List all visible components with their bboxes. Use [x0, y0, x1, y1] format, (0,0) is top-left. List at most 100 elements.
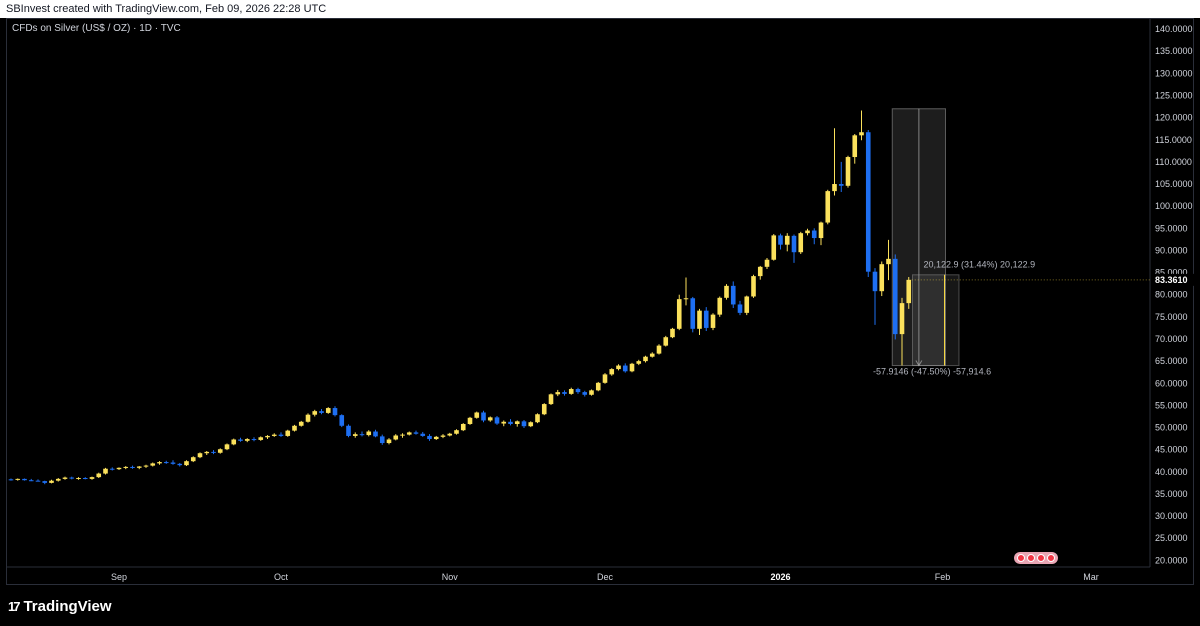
candle-body[interactable]	[447, 433, 453, 436]
candle-body[interactable]	[96, 473, 102, 478]
candle-body[interactable]	[663, 337, 669, 346]
candle-body[interactable]	[76, 478, 81, 480]
candle-body[interactable]	[298, 421, 304, 426]
candle-body[interactable]	[535, 414, 540, 423]
candle-body[interactable]	[28, 480, 34, 482]
candle-body[interactable]	[852, 135, 858, 158]
candle-body[interactable]	[366, 431, 372, 436]
candle-body[interactable]	[744, 296, 750, 313]
candle-body[interactable]	[325, 408, 331, 413]
candle-body[interactable]	[730, 285, 736, 305]
candle-body[interactable]	[690, 298, 696, 329]
candle-body[interactable]	[332, 408, 338, 416]
candle-body[interactable]	[508, 421, 513, 424]
candle-body[interactable]	[757, 266, 763, 277]
candle-body[interactable]	[136, 466, 142, 468]
candle-body[interactable]	[454, 430, 459, 434]
candle-body[interactable]	[676, 299, 682, 329]
candle-body[interactable]	[791, 235, 797, 253]
candle-body[interactable]	[487, 417, 493, 421]
candle-body[interactable]	[42, 481, 48, 483]
candle-body[interactable]	[8, 479, 14, 481]
candle-body[interactable]	[69, 477, 75, 479]
candle-body[interactable]	[49, 480, 54, 483]
candle-body[interactable]	[251, 439, 257, 441]
candle-body[interactable]	[501, 421, 507, 424]
candle-body[interactable]	[420, 433, 426, 436]
candle-body[interactable]	[541, 404, 547, 415]
candle-body[interactable]	[373, 431, 378, 437]
candle-body[interactable]	[15, 478, 21, 480]
candle-body[interactable]	[22, 478, 27, 481]
candle-body[interactable]	[825, 191, 831, 223]
candle-body[interactable]	[238, 439, 243, 441]
candle-body[interactable]	[319, 411, 324, 413]
candle-body[interactable]	[481, 412, 486, 421]
candle-body[interactable]	[339, 415, 345, 426]
candle-body[interactable]	[865, 132, 871, 272]
candle-body[interactable]	[899, 303, 905, 335]
candle-body[interactable]	[838, 184, 844, 186]
measure-rebound-box[interactable]	[912, 274, 960, 367]
candle-body[interactable]	[440, 435, 446, 437]
candle-body[interactable]	[150, 463, 156, 466]
candle-body[interactable]	[636, 361, 642, 364]
candle-body[interactable]	[589, 390, 594, 395]
candle-body[interactable]	[616, 365, 621, 370]
candle-body[interactable]	[568, 389, 574, 394]
candle-body[interactable]	[494, 417, 500, 424]
candle-body[interactable]	[224, 444, 230, 450]
candle-body[interactable]	[265, 435, 270, 438]
candle-body[interactable]	[413, 432, 419, 434]
candle-body[interactable]	[82, 478, 88, 480]
candle-body[interactable]	[217, 449, 223, 453]
candle-body[interactable]	[352, 434, 358, 436]
candle-body[interactable]	[467, 417, 473, 424]
candle-body[interactable]	[109, 468, 115, 470]
candle-body[interactable]	[359, 434, 365, 436]
candle-body[interactable]	[386, 439, 392, 444]
candle-body[interactable]	[582, 392, 588, 395]
candle-body[interactable]	[433, 436, 439, 440]
candle-body[interactable]	[697, 310, 702, 329]
candle-body[interactable]	[528, 422, 534, 427]
candle-body[interactable]	[710, 314, 716, 328]
candle-body[interactable]	[460, 423, 466, 431]
candle-body[interactable]	[703, 310, 709, 328]
candle-body[interactable]	[629, 363, 635, 372]
candle-body[interactable]	[859, 132, 864, 136]
symbol-legend[interactable]: CFDs on Silver (US$ / OZ) · 1D · TVC	[12, 23, 181, 34]
candle-body[interactable]	[271, 434, 277, 436]
candle-body[interactable]	[143, 465, 149, 467]
candle-body[interactable]	[514, 421, 520, 424]
candle-body[interactable]	[811, 230, 817, 239]
candle-body[interactable]	[906, 279, 912, 304]
candle-body[interactable]	[62, 477, 68, 479]
candle-body[interactable]	[190, 457, 196, 462]
candle-body[interactable]	[609, 369, 615, 375]
candle-body[interactable]	[771, 235, 777, 260]
candle-body[interactable]	[292, 425, 297, 431]
candle-body[interactable]	[602, 374, 608, 383]
candle-body[interactable]	[643, 356, 648, 362]
candle-body[interactable]	[211, 451, 216, 453]
candle-body[interactable]	[244, 439, 250, 441]
candle-body[interactable]	[89, 477, 95, 479]
candle-body[interactable]	[670, 328, 675, 338]
candle-body[interactable]	[764, 259, 770, 267]
events-badge[interactable]	[1014, 552, 1058, 564]
candle-body[interactable]	[805, 230, 810, 234]
candle-body[interactable]	[784, 235, 790, 245]
candle-body[interactable]	[832, 184, 837, 192]
candle-body[interactable]	[406, 432, 412, 435]
candle-body[interactable]	[55, 478, 61, 481]
candle-body[interactable]	[197, 453, 203, 458]
candle-body[interactable]	[724, 285, 729, 298]
candle-body[interactable]	[521, 421, 527, 427]
candle-body[interactable]	[622, 365, 628, 372]
candle-body[interactable]	[278, 434, 284, 436]
candle-body[interactable]	[170, 462, 176, 464]
candle-body[interactable]	[312, 411, 318, 415]
candle-body[interactable]	[231, 439, 237, 445]
candle-body[interactable]	[562, 392, 567, 394]
